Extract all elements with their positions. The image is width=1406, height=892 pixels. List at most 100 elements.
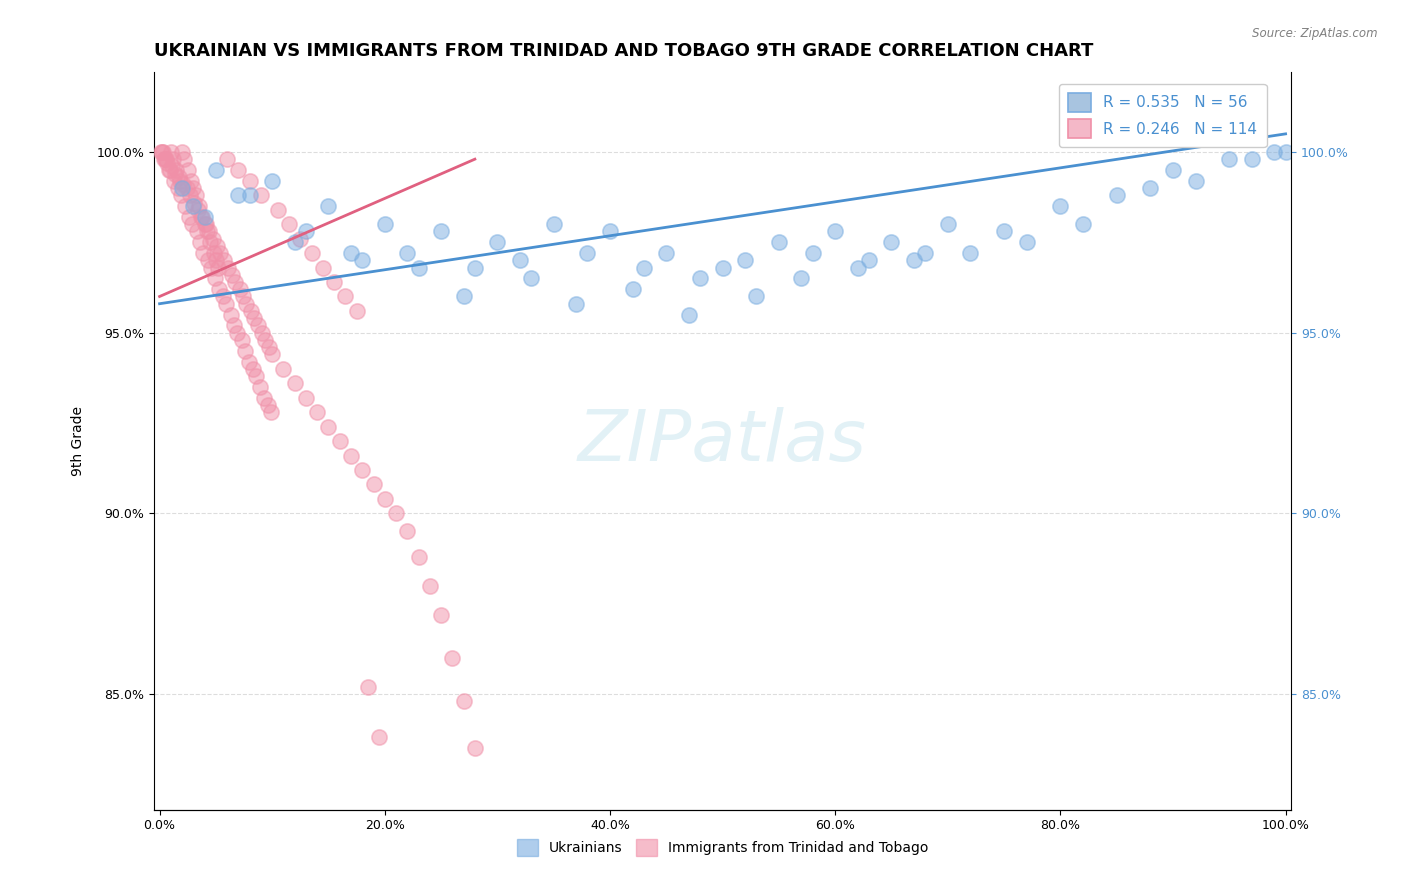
Point [200,235,222,250]
Point [232,289,254,303]
Point [486,235,509,250]
Point [1218,152,1240,166]
Point [235,296,257,310]
Point [172,181,194,195]
Point [543,217,565,231]
Point [430,224,453,238]
Point [160,160,183,174]
Point [209,246,232,260]
Point [301,246,323,260]
Point [170,188,193,202]
Text: Source: ZipAtlas.com: Source: ZipAtlas.com [1253,27,1378,40]
Point [208,282,231,296]
Point [163,174,186,188]
Point [1015,235,1038,250]
Point [408,549,430,564]
Point [197,253,219,268]
Point [184,188,207,202]
Point [284,235,307,250]
Point [734,253,756,268]
Point [150,145,173,159]
Point [396,246,419,260]
Point [173,152,195,166]
Point [335,289,357,303]
Point [183,199,205,213]
Point [408,260,430,275]
Point [249,380,271,394]
Point [262,347,284,361]
Point [201,232,224,246]
Point [149,145,172,159]
Point [464,741,486,756]
Point [262,174,284,188]
Point [801,246,824,260]
Point [374,491,396,506]
Point [198,224,221,238]
Point [260,405,283,419]
Point [250,188,273,202]
Point [565,296,588,310]
Point [169,174,191,188]
Point [256,398,278,412]
Point [1071,217,1094,231]
Point [166,181,188,195]
Point [357,680,380,694]
Point [430,607,453,622]
Point [245,369,267,384]
Point [1274,145,1296,159]
Point [207,260,229,275]
Point [824,224,846,238]
Point [312,260,335,275]
Point [177,163,200,178]
Point [250,326,273,340]
Point [224,275,246,289]
Point [993,224,1015,238]
Point [340,246,363,260]
Point [177,210,200,224]
Point [914,246,936,260]
Point [284,376,307,391]
Point [278,217,301,231]
Point [157,163,180,178]
Point [238,354,260,368]
Point [194,217,217,231]
Point [166,163,188,178]
Point [846,260,869,275]
Point [633,260,655,275]
Point [1263,145,1285,159]
Point [1240,152,1263,166]
Point [239,174,262,188]
Point [419,579,441,593]
Point [599,224,621,238]
Point [385,506,408,520]
Point [959,246,981,260]
Point [152,145,174,159]
Point [453,694,475,708]
Point [243,311,266,326]
Point [222,318,245,333]
Point [346,304,368,318]
Point [246,318,269,333]
Text: UKRAINIAN VS IMMIGRANTS FROM TRINIDAD AND TOBAGO 9TH GRADE CORRELATION CHART: UKRAINIAN VS IMMIGRANTS FROM TRINIDAD AN… [153,42,1094,60]
Point [153,152,176,166]
Point [172,178,194,192]
Point [621,282,644,296]
Point [205,163,228,178]
Point [162,152,184,166]
Point [396,524,419,539]
Point [689,271,711,285]
Point [678,308,700,322]
Point [576,246,599,260]
Point [239,188,262,202]
Point [267,202,290,217]
Point [253,391,276,405]
Point [711,260,734,275]
Point [880,235,903,250]
Point [195,224,218,238]
Point [352,253,374,268]
Point [295,391,318,405]
Point [174,199,197,213]
Point [179,188,201,202]
Point [215,296,238,310]
Point [187,202,209,217]
